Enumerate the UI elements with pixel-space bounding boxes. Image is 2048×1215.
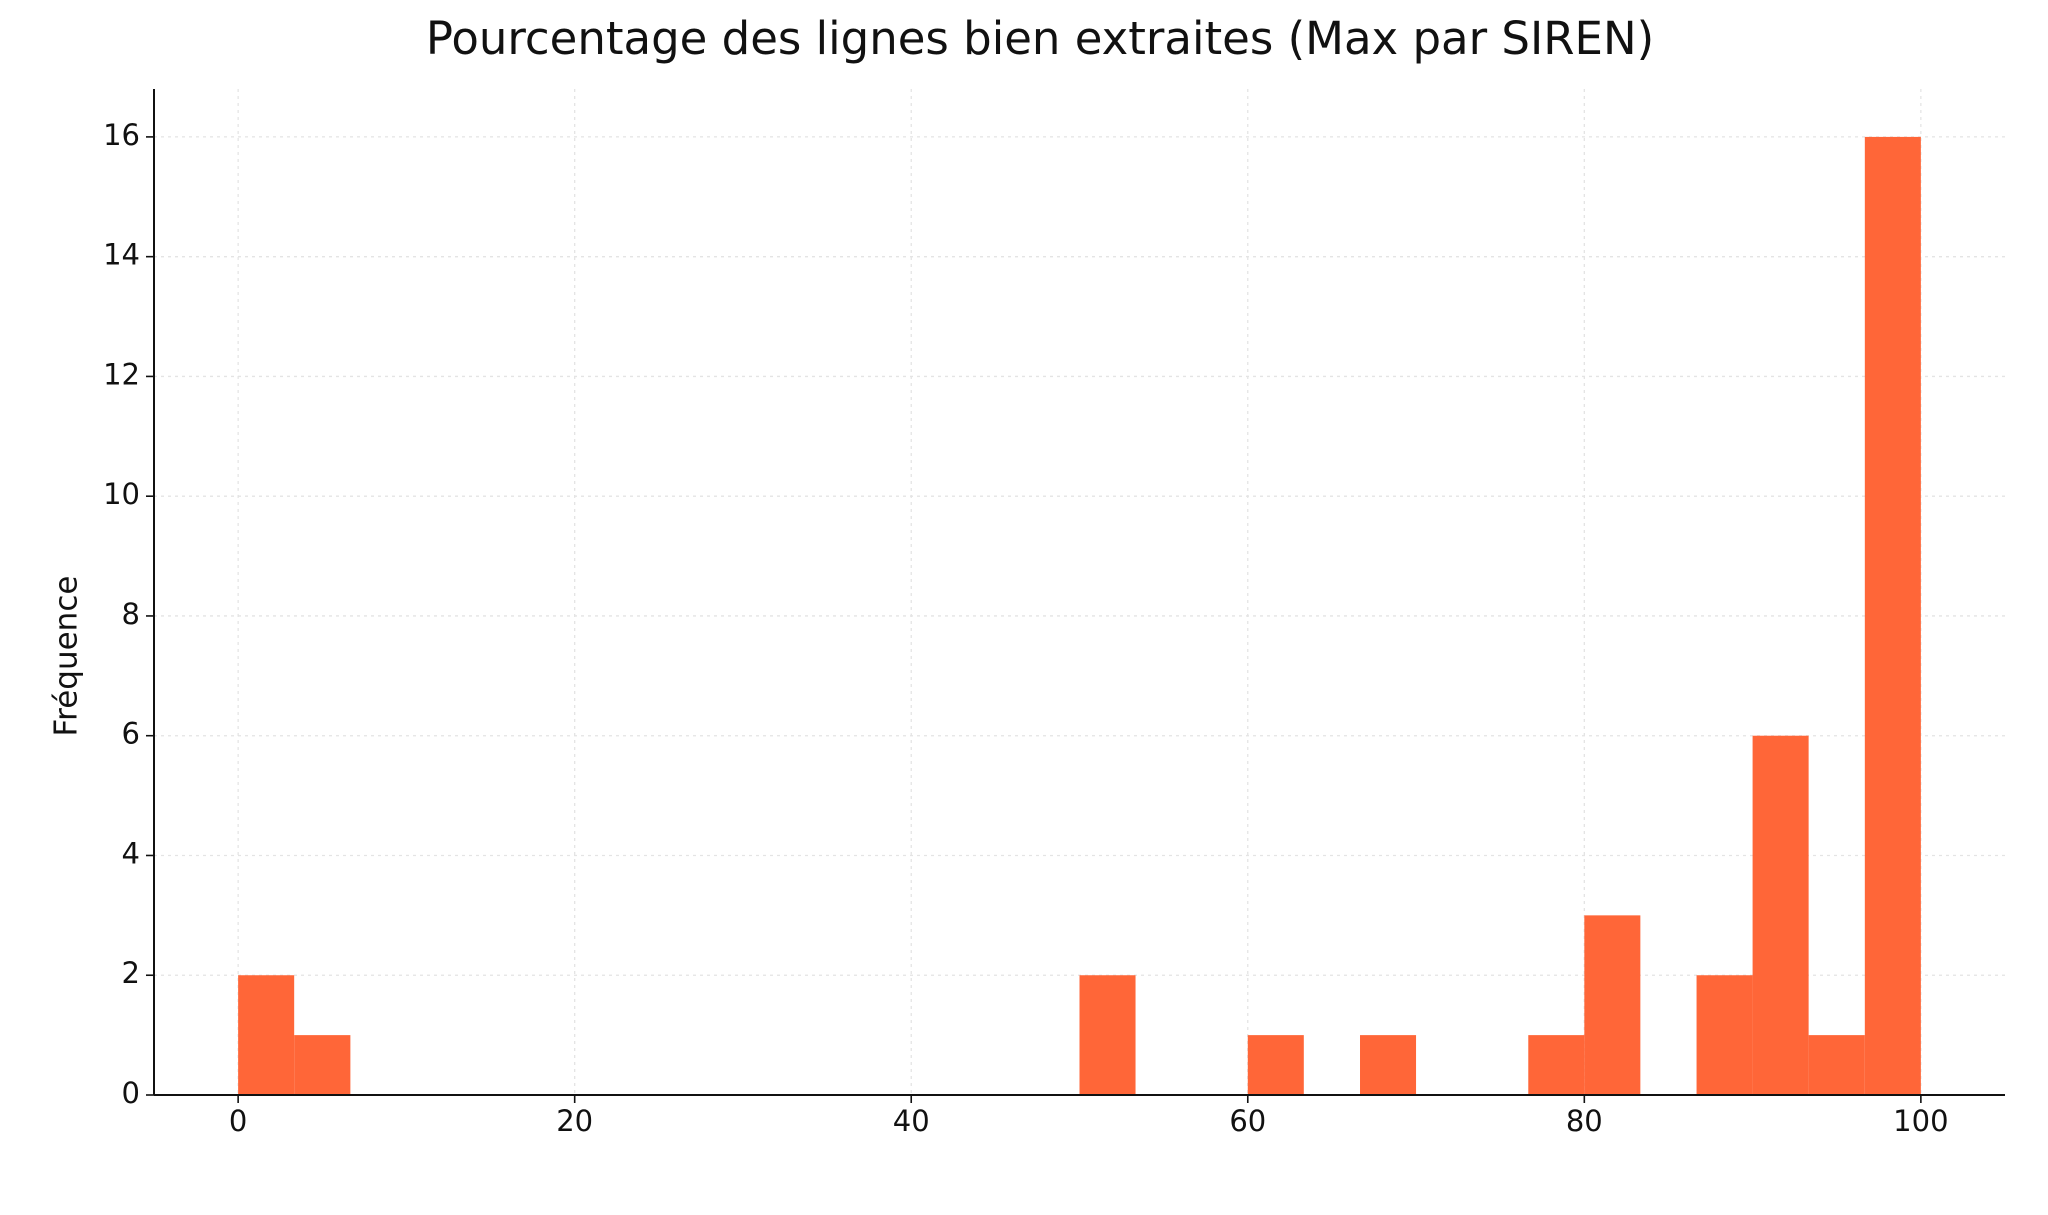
y-tick-label: 2: [122, 956, 140, 990]
x-tick-label: 40: [893, 1104, 930, 1138]
bar: [238, 975, 295, 1095]
bar: [1864, 136, 1921, 1095]
bar: [1528, 1035, 1585, 1095]
bar: [294, 1035, 351, 1095]
bar: [1696, 975, 1753, 1095]
y-tick-label: 8: [122, 597, 140, 631]
bar: [1247, 1035, 1304, 1095]
x-tick-label: 0: [229, 1104, 247, 1138]
y-tick-label: 0: [122, 1076, 140, 1110]
bar: [1079, 975, 1136, 1095]
bar: [1584, 915, 1641, 1095]
y-tick-label: 16: [103, 118, 140, 152]
x-tick-label: 100: [1893, 1104, 1948, 1138]
x-tick-label: 60: [1229, 1104, 1266, 1138]
x-tick-label: 20: [556, 1104, 593, 1138]
bar: [1808, 1035, 1865, 1095]
y-axis-label: Fréquence: [49, 576, 85, 737]
x-tick-label: 80: [1566, 1104, 1603, 1138]
bar: [1360, 1035, 1417, 1095]
y-tick-label: 4: [122, 836, 140, 870]
y-tick-label: 14: [103, 238, 140, 272]
y-tick-label: 6: [122, 717, 140, 751]
y-tick-label: 12: [103, 357, 140, 391]
y-tick-label: 10: [103, 477, 140, 511]
bar: [1752, 735, 1809, 1095]
chart-title: Pourcentage des lignes bien extraites (M…: [426, 12, 1654, 65]
